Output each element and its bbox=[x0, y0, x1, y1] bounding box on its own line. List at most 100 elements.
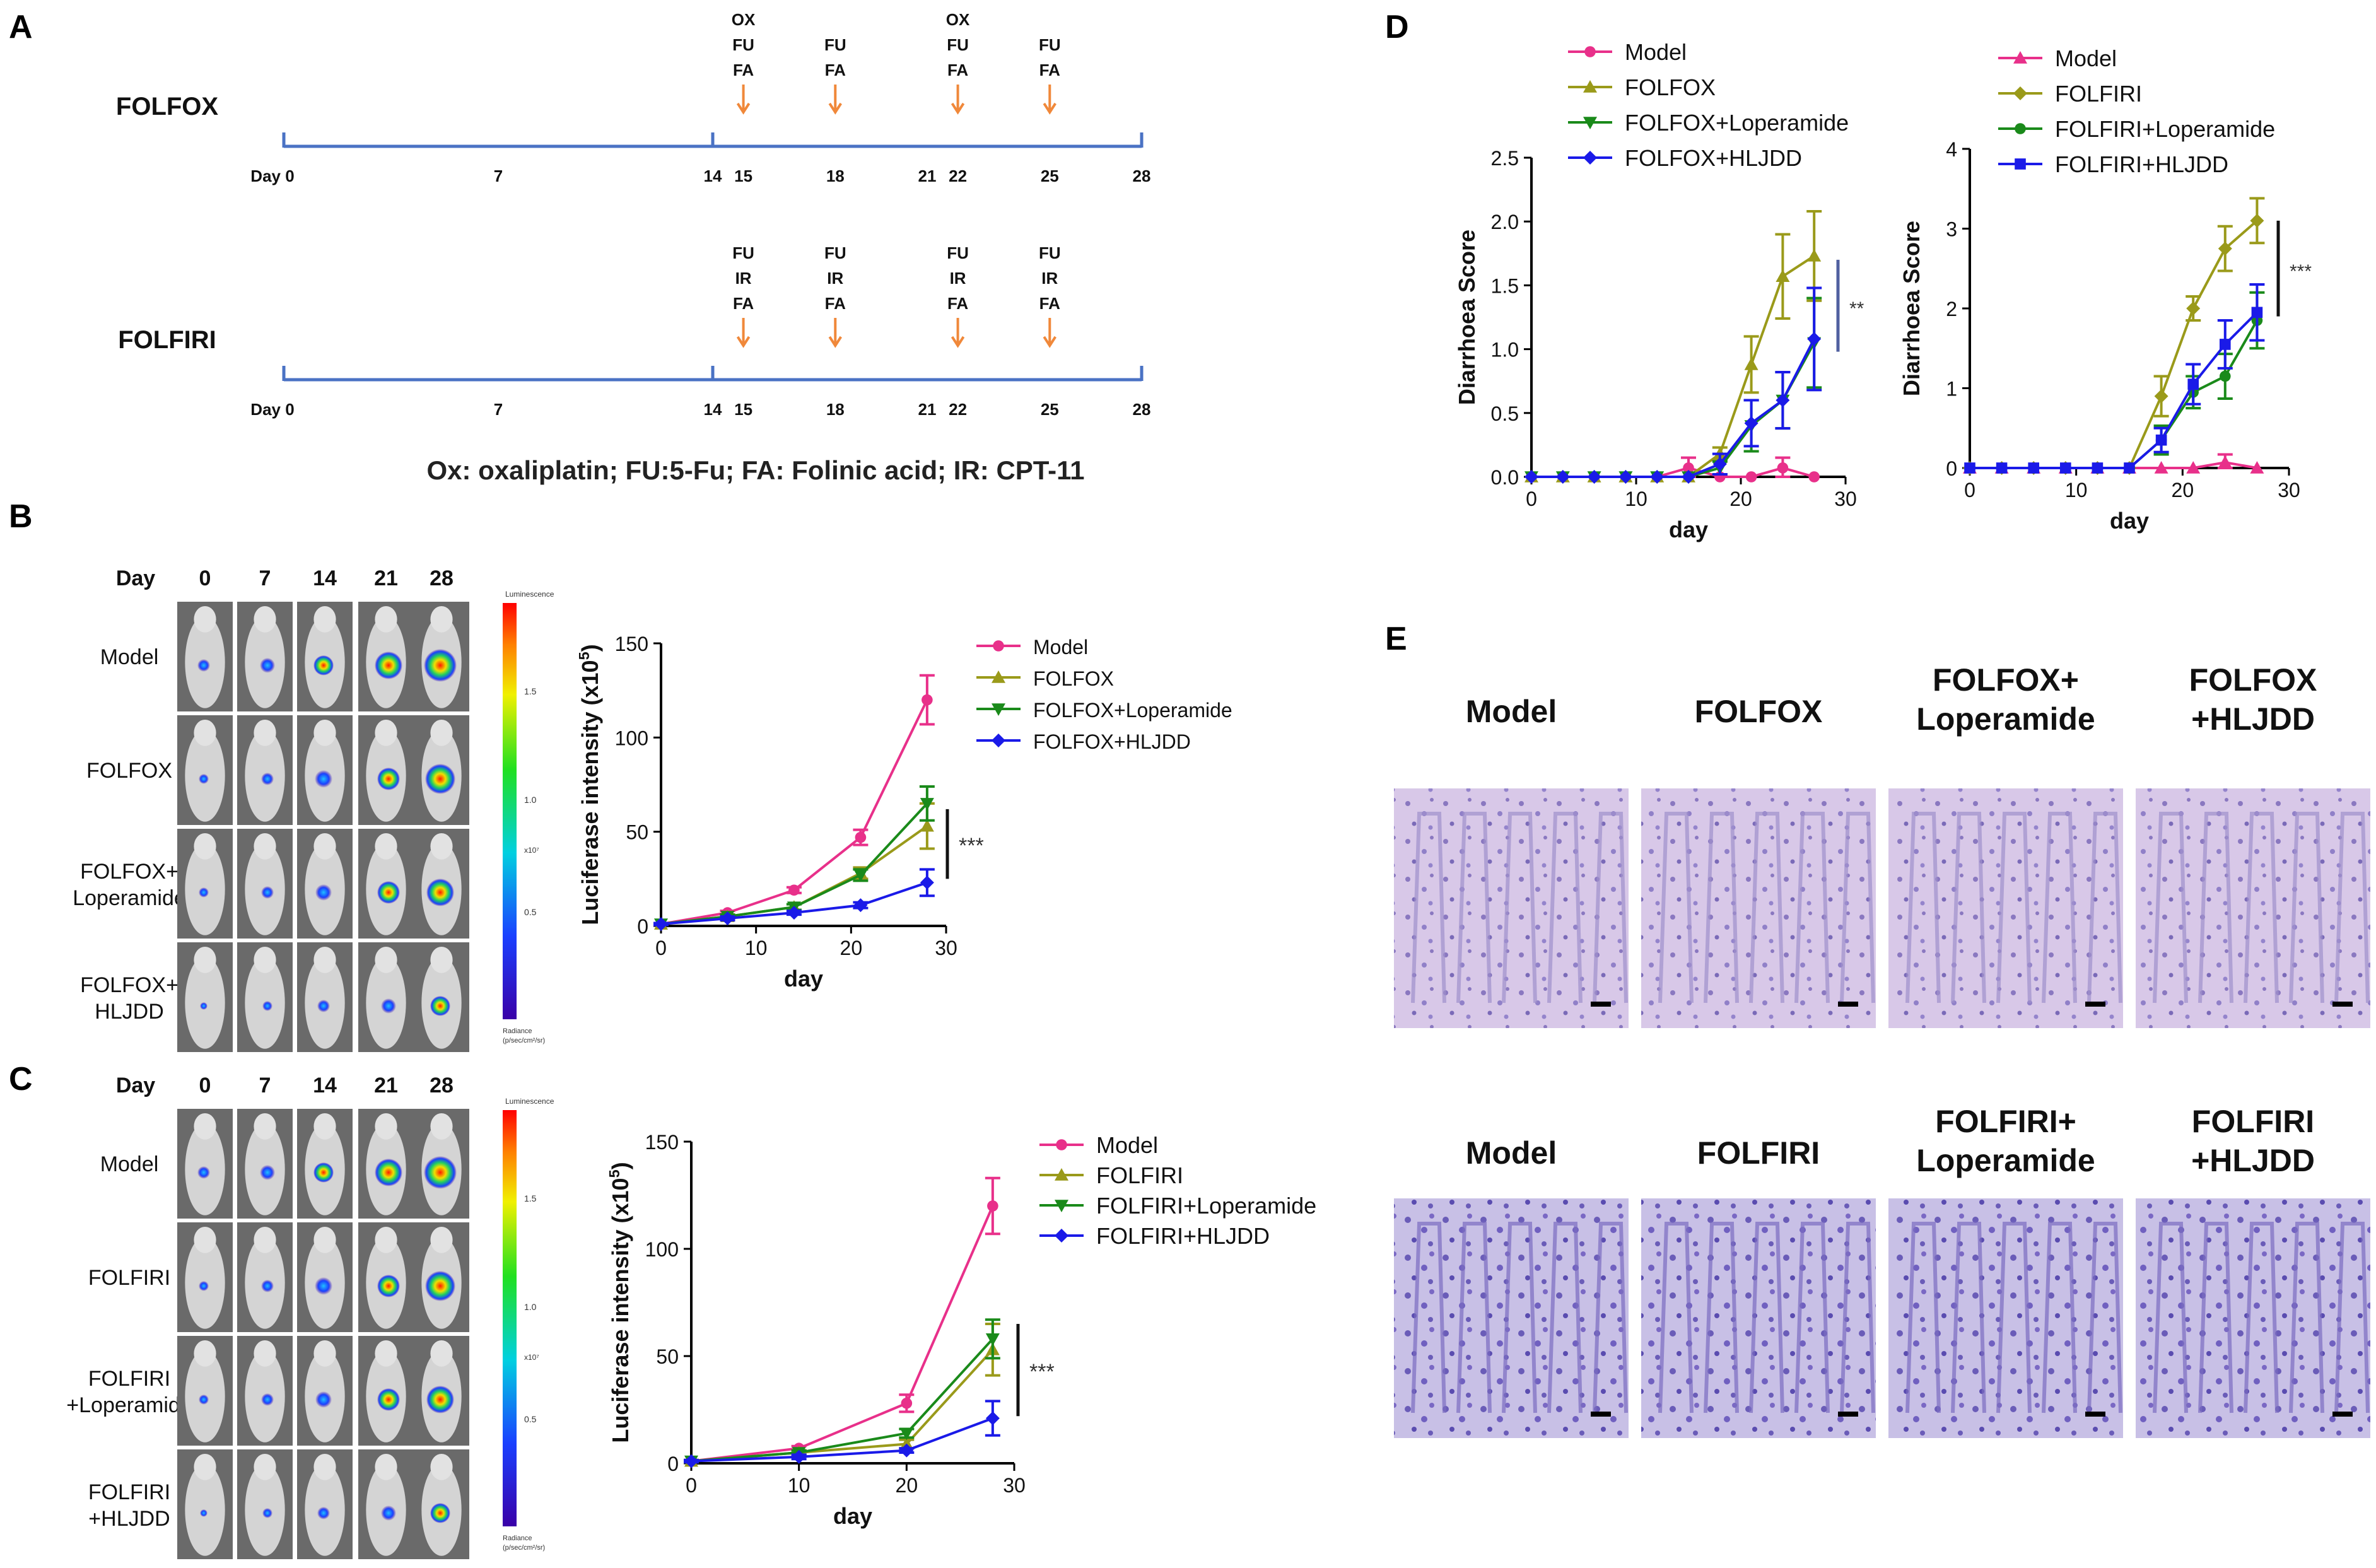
mouse-head bbox=[313, 606, 336, 633]
panel-label-d: D bbox=[1385, 9, 1409, 45]
x-tick-label: 30 bbox=[1003, 1474, 1026, 1497]
data-point bbox=[2250, 213, 2264, 228]
series-line bbox=[1970, 319, 2259, 469]
data-point bbox=[987, 1200, 998, 1212]
imaging-group-label: FOLFOX bbox=[86, 759, 172, 783]
y-tick-label: 2 bbox=[1946, 298, 1957, 320]
legend-label: FOLFOX bbox=[1625, 74, 1716, 100]
drug-label: FA bbox=[733, 294, 754, 313]
legend-label: Model bbox=[2055, 45, 2117, 71]
data-point bbox=[2015, 158, 2026, 170]
histology-label: Loperamide bbox=[1916, 701, 2095, 737]
data-point bbox=[788, 884, 800, 896]
x-axis-label: day bbox=[2110, 508, 2149, 534]
colorbar-tick: 0.5 bbox=[524, 1414, 537, 1424]
luminescence-signal bbox=[315, 769, 332, 788]
panel-label-a: A bbox=[9, 9, 33, 45]
luminescence-signal bbox=[260, 657, 275, 673]
x-tick-label: 20 bbox=[1729, 488, 1752, 510]
colorbar-unit: (p/sec/cm²/sr) bbox=[503, 1037, 545, 1044]
data-point bbox=[2060, 462, 2071, 474]
y-axis-label: Diarrhoea Score bbox=[1454, 230, 1480, 405]
data-point bbox=[1996, 462, 2008, 474]
crypt-outline bbox=[2153, 812, 2188, 1003]
data-point bbox=[2013, 86, 2027, 100]
mouse-head bbox=[430, 946, 453, 973]
crypt-outline bbox=[1840, 812, 1875, 1003]
data-point bbox=[2220, 370, 2231, 382]
luminescence-signal bbox=[262, 1507, 272, 1518]
mouse-head bbox=[313, 1113, 336, 1140]
data-point bbox=[1525, 470, 1538, 484]
dose-arrowhead bbox=[828, 336, 842, 348]
luminescence-signal bbox=[377, 881, 400, 904]
crypt-outline bbox=[2289, 1222, 2324, 1413]
mouse-head bbox=[194, 606, 216, 633]
drug-label: FU bbox=[824, 35, 846, 54]
luminescence-signal bbox=[199, 1394, 209, 1405]
mouse-head bbox=[313, 1226, 336, 1253]
data-point bbox=[2250, 461, 2264, 474]
data-point bbox=[899, 1427, 914, 1441]
mouse-head bbox=[313, 1453, 336, 1480]
mouse-head bbox=[254, 946, 276, 973]
y-tick-label: 0.0 bbox=[1491, 466, 1519, 489]
data-point bbox=[1055, 1200, 1068, 1212]
luminescence-signal bbox=[261, 1393, 274, 1406]
data-point bbox=[1682, 470, 1695, 484]
luminescence-signal bbox=[262, 1000, 272, 1011]
colorbar-tick: 1.0 bbox=[524, 795, 537, 805]
luminescence-signal bbox=[197, 1166, 210, 1179]
histology-label: FOLFOX bbox=[2189, 662, 2317, 698]
imaging-day-label: 0 bbox=[199, 1074, 211, 1097]
mouse-head bbox=[430, 1113, 453, 1140]
y-tick-label: 0.5 bbox=[1491, 402, 1519, 425]
x-axis-label: day bbox=[1669, 517, 1708, 542]
day-tick-label: Day 0 bbox=[250, 167, 294, 185]
imaging-day-label: 7 bbox=[259, 566, 271, 590]
crypt-outline bbox=[1996, 1222, 2032, 1413]
data-point bbox=[787, 906, 801, 920]
mouse-head bbox=[375, 1453, 397, 1480]
legend-label: FOLFIRI bbox=[1096, 1162, 1183, 1188]
crypt-outline bbox=[1749, 1222, 1784, 1413]
x-tick-label: 10 bbox=[788, 1474, 811, 1497]
data-point bbox=[1777, 462, 1789, 474]
data-point bbox=[1744, 416, 1759, 430]
day-tick-label: 18 bbox=[826, 167, 845, 185]
data-point bbox=[2028, 462, 2039, 474]
dose-arrowhead bbox=[736, 102, 751, 115]
crypt-outline bbox=[1411, 812, 1446, 1003]
crypt-outline bbox=[2198, 1222, 2233, 1413]
luminescence-signal bbox=[315, 1391, 332, 1408]
colorbar-tick: 1.0 bbox=[524, 1302, 537, 1312]
histology-label: Loperamide bbox=[1916, 1143, 2095, 1178]
crypt-outline bbox=[1840, 1222, 1875, 1413]
data-point bbox=[1618, 470, 1633, 484]
legend-label: FOLFIRI+HLJDD bbox=[1096, 1223, 1270, 1249]
day-tick-label: 28 bbox=[1133, 167, 1151, 185]
crypt-outline bbox=[2198, 812, 2233, 1003]
luminescence-signal bbox=[261, 1279, 274, 1292]
imaging-day-label: 0 bbox=[199, 566, 211, 590]
significance-label: *** bbox=[1029, 1360, 1055, 1384]
luminescence-signal bbox=[424, 648, 457, 682]
data-point bbox=[2155, 434, 2167, 446]
data-point bbox=[720, 911, 735, 926]
mouse-head bbox=[254, 1113, 276, 1140]
x-tick-label: 30 bbox=[2278, 479, 2300, 501]
data-point bbox=[2218, 455, 2232, 468]
crypt-outline bbox=[1794, 1222, 1830, 1413]
panel-label-e: E bbox=[1385, 621, 1407, 657]
mouse-head bbox=[375, 1340, 397, 1367]
mouse-head bbox=[313, 719, 336, 746]
crypt-outline bbox=[1547, 812, 1583, 1003]
data-point bbox=[1583, 80, 1597, 93]
panel-label-c: C bbox=[9, 1061, 33, 1097]
mouse-head bbox=[194, 1113, 216, 1140]
luminescence-signal bbox=[375, 651, 402, 679]
data-point bbox=[792, 1449, 806, 1464]
mouse-head bbox=[254, 1226, 276, 1253]
imaging-day-label: 14 bbox=[313, 1074, 337, 1097]
data-point bbox=[2092, 462, 2104, 474]
